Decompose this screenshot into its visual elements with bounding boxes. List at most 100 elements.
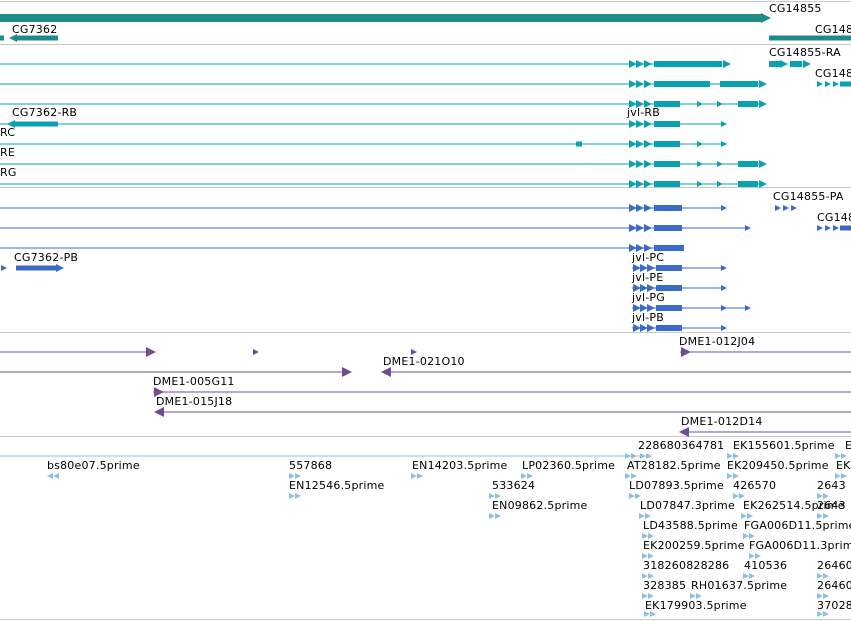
transcript-label-re[interactable]: RE xyxy=(0,146,15,159)
est-label[interactable]: 2643 xyxy=(817,479,846,492)
exon-block xyxy=(654,225,682,231)
est-label[interactable]: E xyxy=(845,439,851,452)
strand-arrow-right xyxy=(721,325,727,331)
exon-block xyxy=(738,161,758,167)
strand-arrow-right xyxy=(721,141,727,147)
strand-arrow-right xyxy=(289,473,295,479)
strand-arrow-right xyxy=(521,473,527,479)
strand-arrow-right xyxy=(823,573,829,579)
strand-arrow-right xyxy=(644,120,652,128)
strand-arrow-right xyxy=(745,225,751,231)
est-label[interactable]: 26460 xyxy=(817,559,851,572)
strand-arrow-right xyxy=(646,453,652,459)
est-label[interactable]: EN14203.5prime xyxy=(412,459,508,472)
est-label[interactable]: 228680364781 xyxy=(638,439,725,452)
est-label[interactable]: 328385 xyxy=(643,579,687,592)
strand-arrow-right xyxy=(640,324,648,332)
strand-arrow-right xyxy=(631,473,637,479)
strand-arrow-right xyxy=(717,161,723,167)
strand-arrow-right xyxy=(1,265,7,271)
exon-block xyxy=(769,61,780,67)
est-label[interactable]: EK209450.5prime xyxy=(727,459,829,472)
clone-label-dme1-005g11[interactable]: DME1-005G11 xyxy=(153,375,235,388)
protein-label-jvl-pg[interactable]: jvl-PG xyxy=(632,291,665,304)
transcript-label-cg14855-ra[interactable]: CG14855-RA xyxy=(769,46,841,59)
strand-arrow-right xyxy=(717,181,723,187)
strand-arrow-right xyxy=(825,81,831,87)
est-label[interactable]: EK179903.5prime xyxy=(645,599,747,612)
strand-arrow-right xyxy=(644,60,652,68)
est-label[interactable]: 410536 xyxy=(744,559,788,572)
transcript-label-jvl-rb[interactable]: jvl-RB xyxy=(627,106,660,119)
transcript-label-rc[interactable]: RC xyxy=(0,126,16,139)
clone-label-dme1-012d14[interactable]: DME1-012D14 xyxy=(681,415,763,428)
gene-label-cg148-partial[interactable]: CG148 xyxy=(815,23,851,36)
est-label[interactable]: 533624 xyxy=(492,479,536,492)
strand-arrow-right xyxy=(696,593,702,599)
clone-label-dme1-012j04[interactable]: DME1-012J04 xyxy=(679,335,756,348)
strand-arrow-right xyxy=(489,513,495,519)
transcript-label-rg[interactable]: RG xyxy=(0,166,17,179)
protein-label-jvl-pb[interactable]: jvl-PB xyxy=(632,311,664,324)
est-label[interactable]: 37028 xyxy=(817,599,851,612)
est-label[interactable]: 26460 xyxy=(817,579,851,592)
est-label[interactable]: LD07893.5prime xyxy=(629,479,724,492)
strand-arrow-right xyxy=(648,553,654,559)
protein-label-cg14855-pa[interactable]: CG14855-PA xyxy=(773,190,844,203)
strand-arrow-right xyxy=(823,513,829,519)
est-label[interactable]: EN12546.5prime xyxy=(289,479,385,492)
strand-arrow-right xyxy=(823,493,829,499)
protein-label-cg148-partial[interactable]: CG148 xyxy=(817,211,851,224)
strand-arrow-right xyxy=(636,244,644,252)
est-label[interactable]: EK262514.5prime xyxy=(743,499,845,512)
gene-bar xyxy=(0,14,762,22)
clone-label-dme1-015j18[interactable]: DME1-015J18 xyxy=(156,395,233,408)
protein-label-jvl-pc[interactable]: jvl-PC xyxy=(632,251,665,264)
strand-arrow-right xyxy=(640,264,648,272)
strand-arrow-left xyxy=(47,473,53,479)
exon-block xyxy=(654,61,722,67)
exon-block xyxy=(840,81,851,87)
est-label[interactable]: RH01637.5prime xyxy=(691,579,788,592)
exon-block xyxy=(720,81,758,87)
est-label[interactable]: 2643 xyxy=(817,499,846,512)
strand-arrow-right xyxy=(644,224,652,232)
est-label[interactable]: 426570 xyxy=(733,479,777,492)
est-label[interactable]: 557868 xyxy=(289,459,333,472)
est-label[interactable]: EK200259.5prime xyxy=(643,539,745,552)
strand-arrow-right xyxy=(644,244,652,252)
strand-arrow-right xyxy=(647,264,655,272)
strand-arrow-right xyxy=(745,305,751,311)
transcript-label-cg7362-rb[interactable]: CG7362-RB xyxy=(12,106,78,119)
strand-arrow-right xyxy=(636,160,644,168)
est-label[interactable]: bs80e07.5prime xyxy=(47,459,140,472)
est-label[interactable]: EK155601.5prime xyxy=(733,439,835,452)
strand-arrow-right xyxy=(648,533,654,539)
est-label[interactable]: EK xyxy=(836,459,851,472)
transcript-label-cg148-partial[interactable]: CG148 xyxy=(815,67,851,80)
strand-arrow-right xyxy=(295,473,301,479)
gene-bar xyxy=(769,35,851,41)
protein-label-cg7362-pb[interactable]: CG7362-PB xyxy=(14,251,79,264)
gene-label-cg7362[interactable]: CG7362 xyxy=(12,23,58,36)
strand-arrow-right xyxy=(629,100,637,108)
exon-block xyxy=(654,141,680,147)
est-label[interactable]: LD07847.3prime xyxy=(640,499,735,512)
strand-arrow-right xyxy=(644,140,652,148)
est-label[interactable]: EN09862.5prime xyxy=(492,499,588,512)
clone-label-dme1-021o10[interactable]: DME1-021O10 xyxy=(383,355,465,368)
strand-arrow-right xyxy=(690,593,696,599)
est-label[interactable]: 318260828286 xyxy=(643,559,730,572)
protein-label-jvl-pe[interactable]: jvl-PE xyxy=(632,271,664,284)
strand-arrow-right xyxy=(759,180,767,188)
strand-arrow-right xyxy=(817,573,823,579)
est-label[interactable]: AT28182.5prime xyxy=(627,459,721,472)
est-label[interactable]: FGA006D11.5prime xyxy=(744,519,851,532)
est-label[interactable]: FGA006D11.3prime xyxy=(749,539,851,552)
strand-arrow-right xyxy=(780,60,788,68)
est-label[interactable]: LP02360.5prime xyxy=(522,459,616,472)
est-label[interactable]: LD43588.5prime xyxy=(643,519,738,532)
gene-label-cg14855[interactable]: CG14855 xyxy=(769,2,822,15)
strand-arrow-right xyxy=(342,367,352,377)
